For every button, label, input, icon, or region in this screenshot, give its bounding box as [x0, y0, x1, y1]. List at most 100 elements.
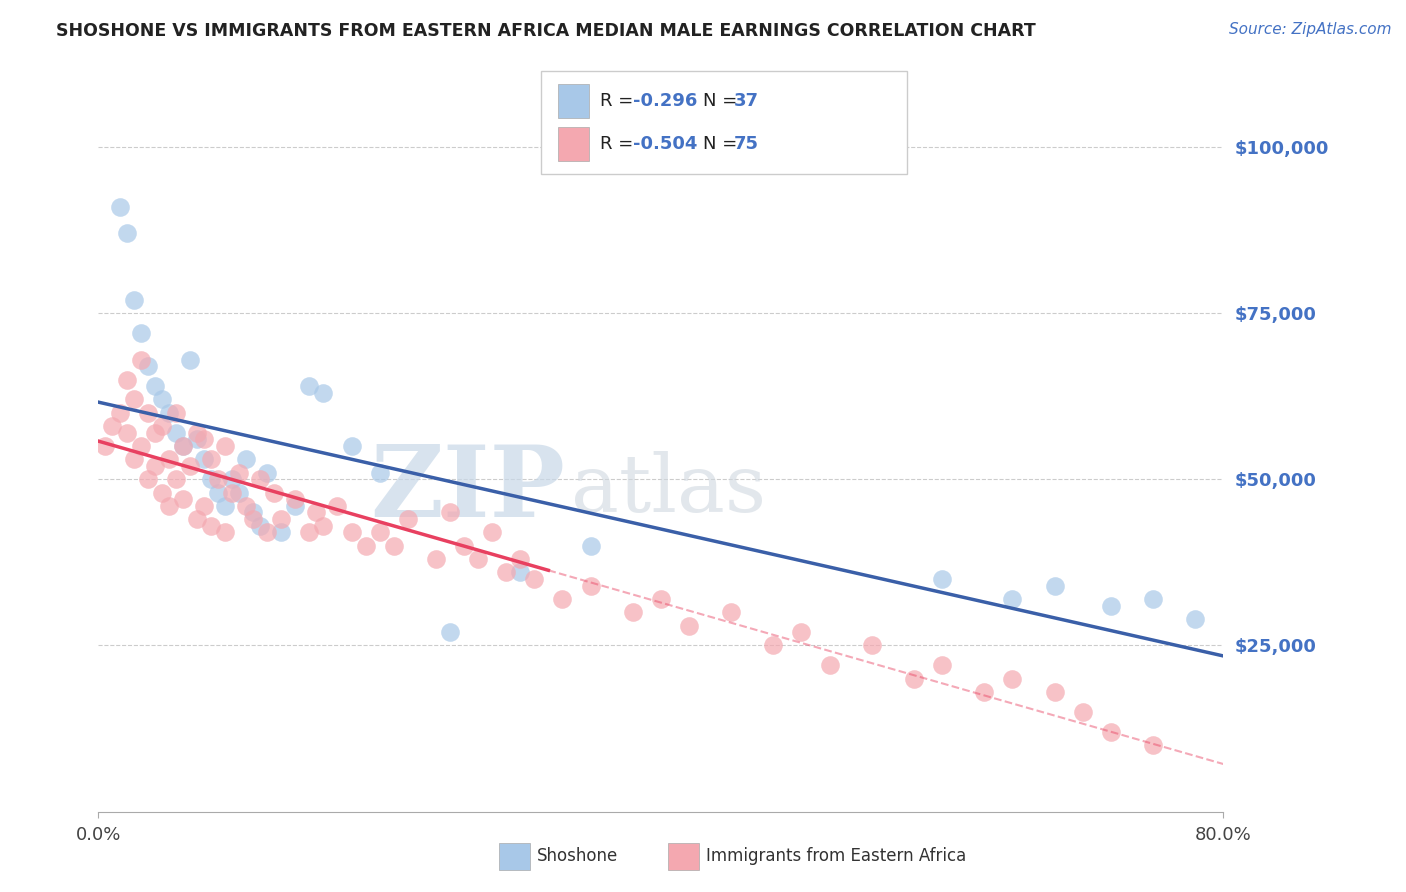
Text: ZIP: ZIP	[370, 442, 565, 539]
Point	[143, 379, 166, 393]
Text: SHOSHONE VS IMMIGRANTS FROM EASTERN AFRICA MEDIAN MALE EARNINGS CORRELATION CHAR: SHOSHONE VS IMMIGRANTS FROM EASTERN AFRI…	[56, 22, 1036, 40]
Point	[1001, 672, 1024, 686]
Point	[1099, 725, 1122, 739]
Point	[678, 618, 700, 632]
Point	[579, 539, 602, 553]
Point	[326, 499, 349, 513]
Point	[136, 359, 159, 374]
Point	[143, 458, 166, 473]
Point	[1099, 599, 1122, 613]
Point	[165, 472, 187, 486]
Point	[551, 591, 574, 606]
Point	[312, 385, 335, 400]
Point	[579, 579, 602, 593]
Point	[249, 518, 271, 533]
Point	[256, 525, 278, 540]
Point	[1001, 591, 1024, 606]
Point	[200, 518, 222, 533]
Point	[284, 492, 307, 507]
Text: N =: N =	[703, 92, 742, 110]
Point	[157, 499, 180, 513]
Point	[200, 472, 222, 486]
Point	[150, 392, 173, 407]
Point	[931, 572, 953, 586]
Point	[122, 392, 145, 407]
Point	[523, 572, 546, 586]
Point	[172, 439, 194, 453]
Point	[207, 472, 229, 486]
Text: -0.296: -0.296	[633, 92, 697, 110]
Point	[242, 512, 264, 526]
Text: Source: ZipAtlas.com: Source: ZipAtlas.com	[1229, 22, 1392, 37]
Point	[157, 406, 180, 420]
Point	[108, 200, 131, 214]
Point	[242, 506, 264, 520]
Point	[150, 485, 173, 500]
Point	[305, 506, 328, 520]
Point	[235, 452, 257, 467]
Point	[179, 458, 201, 473]
Point	[439, 506, 461, 520]
Point	[256, 466, 278, 480]
Point	[165, 406, 187, 420]
Point	[509, 566, 531, 580]
Point	[818, 658, 841, 673]
Point	[193, 433, 215, 447]
Point	[186, 512, 208, 526]
Point	[214, 439, 236, 453]
Point	[340, 439, 363, 453]
Point	[298, 525, 321, 540]
Point	[481, 525, 503, 540]
Point	[298, 379, 321, 393]
Text: R =: R =	[600, 135, 640, 153]
Point	[207, 485, 229, 500]
Point	[193, 499, 215, 513]
Point	[228, 466, 250, 480]
Point	[200, 452, 222, 467]
Point	[931, 658, 953, 673]
Point	[439, 625, 461, 640]
Point	[903, 672, 925, 686]
Point	[354, 539, 377, 553]
Point	[122, 293, 145, 307]
Point	[115, 425, 138, 440]
Point	[425, 552, 447, 566]
Text: 37: 37	[734, 92, 759, 110]
Point	[270, 525, 292, 540]
Point	[860, 639, 883, 653]
Point	[453, 539, 475, 553]
Point	[129, 352, 152, 367]
Point	[172, 439, 194, 453]
Point	[172, 492, 194, 507]
Point	[136, 406, 159, 420]
Text: Immigrants from Eastern Africa: Immigrants from Eastern Africa	[706, 847, 966, 865]
Point	[396, 512, 419, 526]
Point	[101, 419, 124, 434]
Point	[790, 625, 813, 640]
Point	[720, 605, 742, 619]
Point	[186, 425, 208, 440]
Point	[221, 472, 243, 486]
Point	[495, 566, 517, 580]
Point	[312, 518, 335, 533]
Point	[129, 439, 152, 453]
Point	[228, 485, 250, 500]
Point	[235, 499, 257, 513]
Text: atlas: atlas	[571, 450, 766, 529]
Point	[382, 539, 405, 553]
Text: Shoshone: Shoshone	[537, 847, 619, 865]
Text: N =: N =	[703, 135, 742, 153]
Point	[467, 552, 489, 566]
Point	[143, 425, 166, 440]
Point	[1184, 612, 1206, 626]
Point	[115, 372, 138, 386]
Point	[1043, 579, 1066, 593]
Point	[1142, 738, 1164, 752]
Point	[122, 452, 145, 467]
Point	[165, 425, 187, 440]
Point	[263, 485, 285, 500]
Point	[129, 326, 152, 340]
Point	[284, 499, 307, 513]
Text: -0.504: -0.504	[633, 135, 697, 153]
Point	[179, 352, 201, 367]
